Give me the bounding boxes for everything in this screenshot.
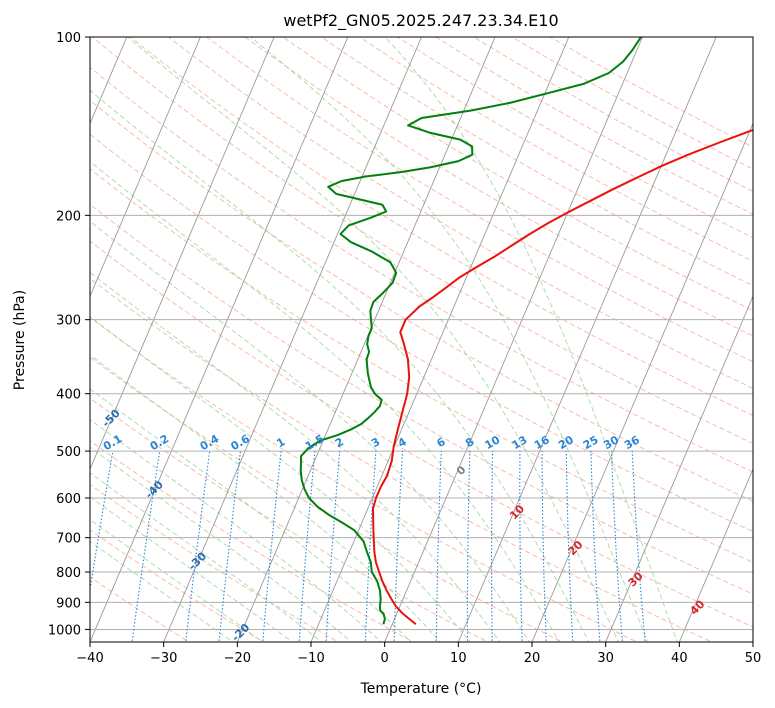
isotherm-line xyxy=(310,37,570,642)
y-tick-label: 200 xyxy=(56,209,81,224)
y-tick-label: 800 xyxy=(56,566,81,581)
x-tick-label: −20 xyxy=(224,651,251,666)
x-tick-label: 30 xyxy=(597,651,614,666)
isotherm-line xyxy=(90,37,349,642)
isotherm-line xyxy=(90,37,201,298)
isotherm-line xyxy=(457,37,717,642)
y-tick-label: 100 xyxy=(56,31,81,46)
chart-title: wetPf2_GN05.2025.247.23.34.E10 xyxy=(283,11,558,31)
series-lines xyxy=(299,37,753,625)
dry-adiabat-line xyxy=(90,133,753,533)
y-tick-label: 600 xyxy=(56,492,81,507)
moist-adiabat-line xyxy=(90,418,382,642)
y-tick-label: 1000 xyxy=(48,623,81,638)
dry-adiabat-line xyxy=(91,37,753,445)
isotherm-line xyxy=(90,37,275,471)
x-tick-label: 50 xyxy=(745,651,762,666)
mixing-ratio-line xyxy=(90,451,114,594)
x-tick-label: 40 xyxy=(671,651,688,666)
dry-adiabat-line xyxy=(90,99,753,502)
x-tick-label: −10 xyxy=(297,651,324,666)
x-tick-label: 20 xyxy=(524,651,541,666)
dry-adiabat-line xyxy=(90,440,414,642)
dry-adiabat-line xyxy=(282,37,753,312)
isotherm-line xyxy=(384,37,643,642)
mixing-ratio-line xyxy=(131,451,161,642)
y-tick-label: 300 xyxy=(56,314,81,329)
isotherm-line xyxy=(531,122,753,642)
y-tick-label: 700 xyxy=(56,532,81,547)
moist-adiabat-line xyxy=(90,315,471,642)
plot-frame xyxy=(89,36,754,643)
background-lines xyxy=(90,37,753,642)
isotherm-line xyxy=(678,467,753,642)
moist-adiabat-line xyxy=(127,37,619,642)
temperature-line xyxy=(372,129,753,625)
x-axis-label: Temperature (°C) xyxy=(360,681,482,697)
dewpoint-line xyxy=(299,37,642,625)
isotherm-line xyxy=(163,37,422,642)
moist-adiabat-line xyxy=(90,89,590,642)
dry-adiabat-line xyxy=(130,37,753,417)
dry-adiabat-line xyxy=(90,203,753,595)
dry-adiabat-line xyxy=(90,66,753,473)
x-tick-label: −30 xyxy=(150,651,177,666)
axes: −40 −30 −20 −10 0 10 20 30 40 50 1000 900 800 700 600 5… xyxy=(48,31,761,666)
x-tick-label: 0 xyxy=(381,651,389,666)
x-tick-label: 10 xyxy=(450,651,467,666)
dry-adiabat-line xyxy=(320,37,753,287)
y-tick-label: 500 xyxy=(56,445,81,460)
x-tick-label: −40 xyxy=(76,651,103,666)
y-tick-label: 400 xyxy=(56,388,81,403)
isotherm-line xyxy=(605,295,753,642)
dry-adiabat-line xyxy=(90,240,753,628)
y-axis-label: Pressure (hPa) xyxy=(12,290,28,390)
dry-adiabat-line xyxy=(90,316,639,642)
y-tick-label: 900 xyxy=(56,596,81,611)
